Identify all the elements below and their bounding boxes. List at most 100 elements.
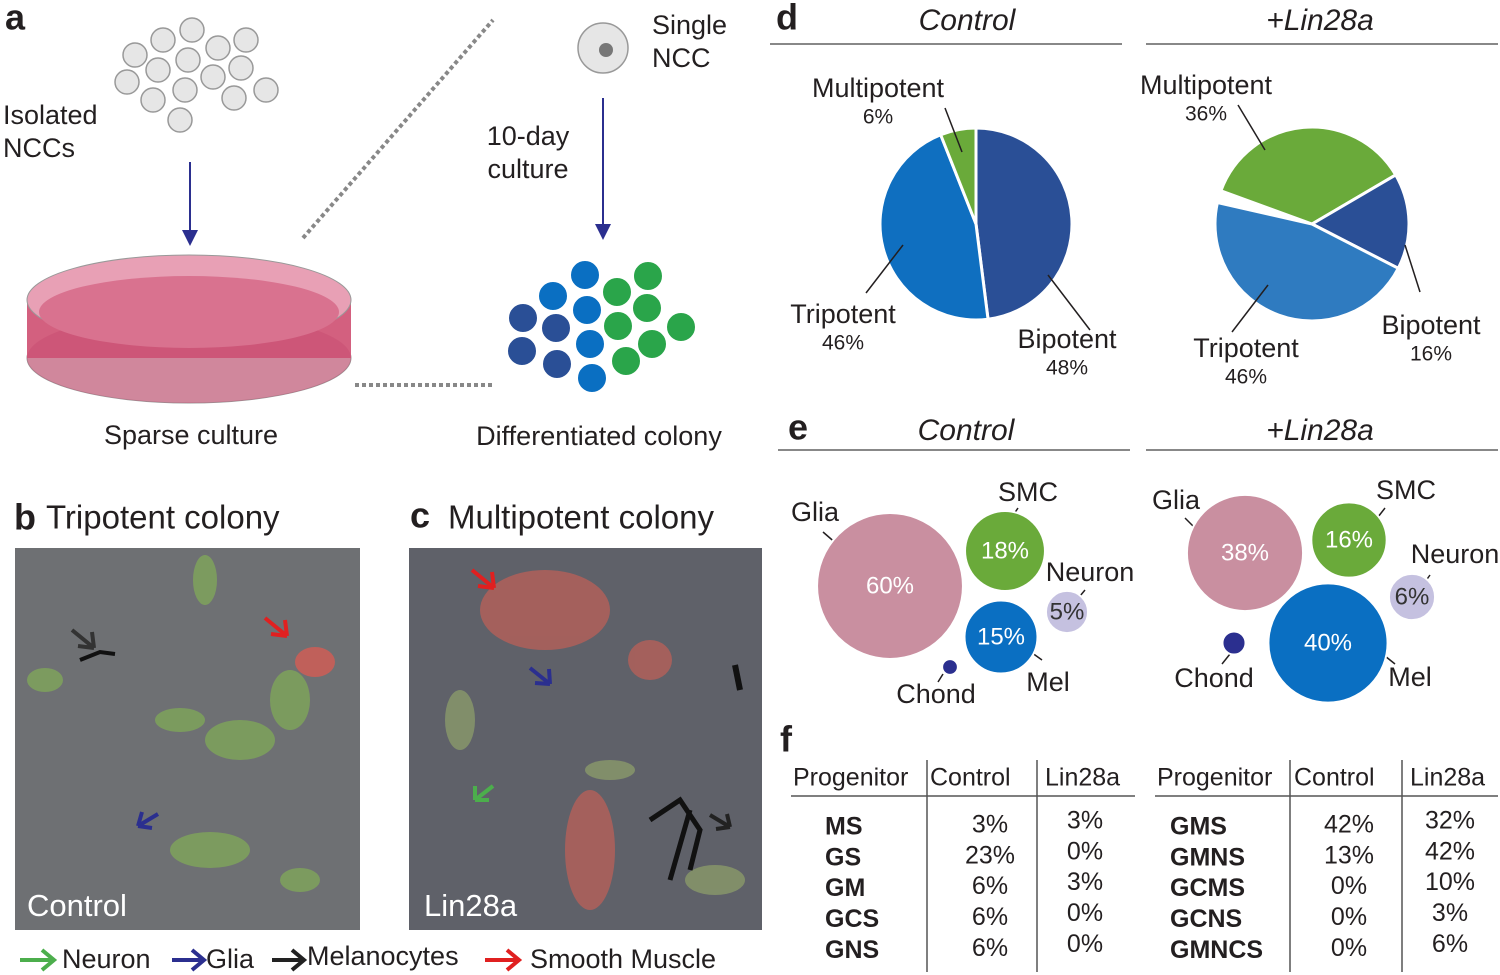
bubble bbox=[964, 510, 1046, 592]
bubble-value: 40% bbox=[1304, 629, 1352, 656]
table-cell: GNS bbox=[825, 936, 879, 964]
table-cell: GCS bbox=[825, 905, 879, 933]
panel-title: Tripotent colony bbox=[46, 499, 280, 536]
table-header: Control bbox=[930, 764, 1011, 792]
bubble-label: Neuron bbox=[1411, 539, 1500, 569]
bubble-value: 60% bbox=[866, 572, 914, 599]
slice-label: Bipotent bbox=[1017, 324, 1117, 354]
table-cell: 42% bbox=[1324, 811, 1374, 839]
bubble bbox=[1310, 501, 1388, 579]
table-cell: GCMS bbox=[1170, 874, 1245, 902]
table-cell: GCNS bbox=[1170, 905, 1242, 933]
bubble-value: 5% bbox=[1050, 598, 1085, 625]
panel-label: d bbox=[776, 0, 798, 38]
pie-slice bbox=[974, 126, 1074, 321]
legend-label: Neuron bbox=[62, 944, 151, 974]
slice-label: Tripotent bbox=[1193, 333, 1299, 363]
table-header: Progenitor bbox=[1157, 764, 1272, 792]
table-cell: GMNCS bbox=[1170, 936, 1263, 964]
panel-label: e bbox=[788, 407, 808, 448]
bubble-label: Glia bbox=[791, 497, 840, 527]
chart-title: +Lin28a bbox=[1266, 4, 1374, 37]
text: Isolated bbox=[3, 100, 98, 130]
table-cell: 10% bbox=[1425, 868, 1475, 896]
leader-line bbox=[1231, 284, 1269, 333]
slice-label: Tripotent bbox=[790, 299, 896, 329]
table-cell: 3% bbox=[1067, 868, 1103, 896]
bubble bbox=[1267, 582, 1389, 704]
text: NCC bbox=[652, 43, 711, 73]
table-header: Progenitor bbox=[793, 764, 908, 792]
table-cell: 6% bbox=[972, 872, 1008, 900]
table-cell: 3% bbox=[972, 811, 1008, 839]
panel-label: b bbox=[14, 497, 36, 538]
slice-label: Bipotent bbox=[1381, 310, 1481, 340]
table-cell: MS bbox=[825, 813, 863, 841]
table-cell: 42% bbox=[1425, 837, 1475, 865]
leader-line bbox=[1237, 104, 1266, 151]
table-header: Control bbox=[1294, 764, 1375, 792]
bubble-label: SMC bbox=[998, 477, 1058, 507]
table-header: Lin28a bbox=[1045, 764, 1120, 792]
bubble-label: Neuron bbox=[1046, 557, 1135, 587]
panel-label: f bbox=[780, 719, 793, 760]
leader-line bbox=[1404, 244, 1421, 293]
table-cell: 0% bbox=[1067, 899, 1103, 927]
chart-title: Control bbox=[918, 414, 1016, 447]
slice-label: Multipotent bbox=[812, 73, 945, 103]
text: 10-day bbox=[487, 121, 570, 151]
bubble-label: Glia bbox=[1152, 485, 1201, 515]
slice-value: 16% bbox=[1410, 343, 1452, 366]
panel-label: c bbox=[410, 495, 430, 536]
table-cell: 0% bbox=[1331, 872, 1367, 900]
leader-line bbox=[1047, 274, 1091, 331]
table-cell: 32% bbox=[1425, 807, 1475, 835]
legend-label: Melanocytes bbox=[307, 941, 459, 971]
divider bbox=[301, 18, 495, 240]
leader-line bbox=[865, 244, 904, 294]
table-cell: GM bbox=[825, 874, 865, 902]
bubble bbox=[1387, 572, 1437, 622]
text: Single bbox=[652, 10, 727, 40]
bubble-value: 38% bbox=[1221, 539, 1269, 566]
panel-title: Multipotent colony bbox=[448, 499, 714, 536]
pie-slice bbox=[1308, 172, 1411, 271]
image-label: Lin28a bbox=[424, 888, 518, 923]
bubble-value: 6% bbox=[1395, 583, 1430, 610]
table-cell: 13% bbox=[1324, 841, 1374, 869]
legend-label: Smooth Muscle bbox=[530, 944, 716, 974]
table-cell: 0% bbox=[1067, 837, 1103, 865]
slice-value: 36% bbox=[1185, 103, 1227, 126]
pie-slice bbox=[878, 132, 990, 322]
legend-arrows bbox=[20, 948, 523, 972]
cells bbox=[114, 17, 279, 133]
bubble-value: 18% bbox=[981, 537, 1029, 564]
bubble-value: 16% bbox=[1325, 526, 1373, 553]
pie-slice bbox=[1213, 200, 1401, 323]
text: Differentiated colony bbox=[476, 421, 722, 451]
bubble bbox=[816, 512, 964, 660]
nucleus bbox=[599, 43, 613, 57]
table-cell: GMNS bbox=[1170, 843, 1245, 871]
leader-line bbox=[937, 673, 944, 683]
slice-value: 6% bbox=[863, 106, 893, 129]
table-cell: 0% bbox=[1331, 934, 1367, 962]
slice-value: 48% bbox=[1046, 357, 1088, 380]
leader-line bbox=[944, 107, 963, 153]
table-cell: 0% bbox=[1067, 930, 1103, 958]
table: Progenitor Control Lin28a MS 3% 3% GS 23% 0% GM 6%… bbox=[791, 760, 1498, 972]
table-cell: 6% bbox=[1432, 930, 1468, 958]
bubble-label: Mel bbox=[1388, 662, 1432, 692]
image-label: Control bbox=[27, 888, 127, 923]
bubble-value: 15% bbox=[977, 623, 1025, 650]
chart-title: Control bbox=[919, 4, 1017, 37]
table-cell: GMS bbox=[1170, 813, 1227, 841]
table-cell: 23% bbox=[965, 841, 1015, 869]
bubble-label: Chond bbox=[1174, 663, 1254, 693]
bubble bbox=[1044, 589, 1090, 635]
table-cell: 3% bbox=[1067, 807, 1103, 835]
pie-slice bbox=[938, 126, 978, 225]
text: NCCs bbox=[3, 133, 75, 163]
micrograph bbox=[15, 548, 762, 930]
